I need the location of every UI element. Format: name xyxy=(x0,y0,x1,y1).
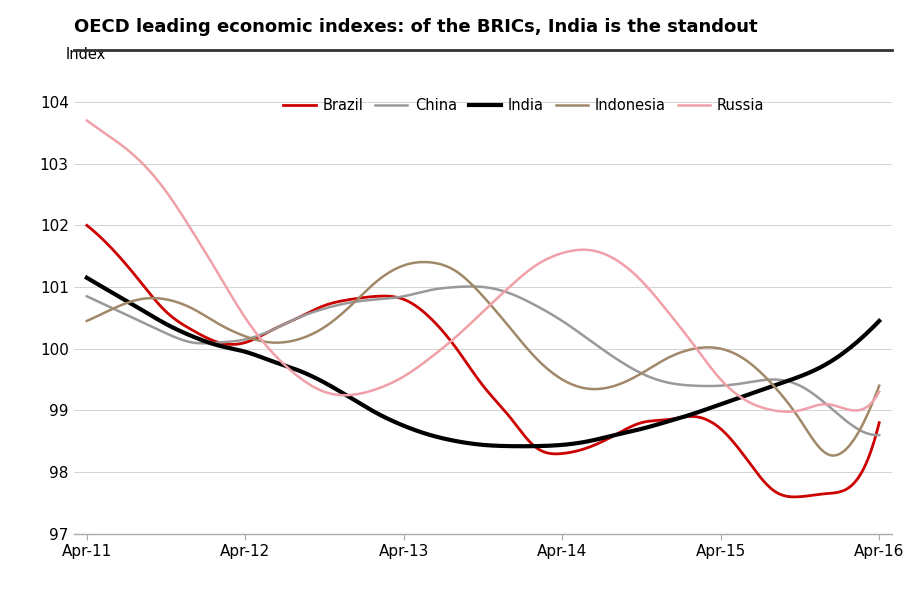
Russia xyxy=(81,117,92,124)
China xyxy=(732,381,743,388)
India xyxy=(732,394,743,401)
Brazil xyxy=(856,468,867,476)
China xyxy=(554,316,565,323)
India xyxy=(81,274,92,281)
Russia xyxy=(552,251,563,258)
India xyxy=(856,334,867,342)
Line: Brazil: Brazil xyxy=(86,225,879,497)
China xyxy=(873,432,884,439)
Legend: Brazil, China, India, Indonesia, Russia: Brazil, China, India, Indonesia, Russia xyxy=(278,93,769,119)
India xyxy=(509,442,520,449)
Indonesia xyxy=(554,375,565,382)
Brazil xyxy=(462,361,473,368)
Line: Indonesia: Indonesia xyxy=(86,262,879,455)
Indonesia xyxy=(732,352,743,359)
Russia xyxy=(730,390,741,397)
Brazil xyxy=(509,421,520,428)
India xyxy=(517,443,528,450)
China xyxy=(856,428,867,435)
Russia xyxy=(781,408,792,415)
Text: Index: Index xyxy=(65,47,106,62)
Indonesia xyxy=(81,317,92,324)
Brazil xyxy=(789,493,800,500)
Russia xyxy=(873,388,884,396)
China xyxy=(462,283,473,290)
China xyxy=(511,293,522,300)
Brazil xyxy=(730,442,741,449)
Indonesia xyxy=(463,279,474,286)
India xyxy=(462,439,473,447)
Line: Russia: Russia xyxy=(86,120,879,412)
Line: China: China xyxy=(86,286,879,435)
India xyxy=(873,317,884,324)
Indonesia xyxy=(459,275,470,282)
India xyxy=(457,439,468,446)
Brazil xyxy=(81,222,92,229)
Indonesia xyxy=(873,382,884,389)
Russia xyxy=(457,327,468,334)
Brazil xyxy=(457,355,468,362)
China xyxy=(465,283,476,290)
Indonesia xyxy=(417,259,428,266)
China xyxy=(81,293,92,300)
Indonesia xyxy=(827,452,838,459)
Text: OECD leading economic indexes: of the BRICs, India is the standout: OECD leading economic indexes: of the BR… xyxy=(74,18,756,36)
Brazil xyxy=(552,450,563,457)
Line: India: India xyxy=(86,278,879,447)
Russia xyxy=(509,278,520,285)
China xyxy=(871,432,882,439)
Russia xyxy=(462,323,473,330)
Russia xyxy=(856,406,867,413)
Brazil xyxy=(873,419,884,426)
Indonesia xyxy=(511,333,522,340)
India xyxy=(554,442,565,449)
Indonesia xyxy=(857,420,868,427)
China xyxy=(457,283,468,290)
